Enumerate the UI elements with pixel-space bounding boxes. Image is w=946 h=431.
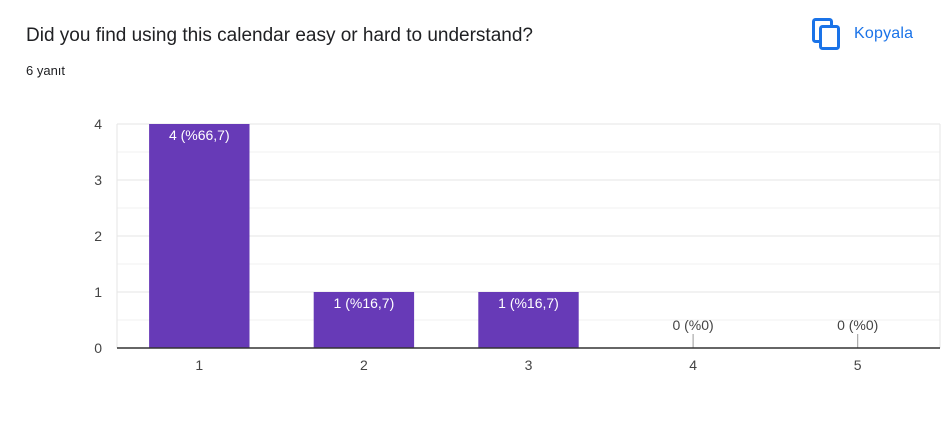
question-title: Did you find using this calendar easy or… — [26, 25, 533, 46]
x-tick-label: 4 — [689, 357, 697, 373]
y-tick-label: 0 — [94, 340, 102, 356]
y-tick-label: 3 — [94, 172, 102, 188]
y-tick-label: 4 — [94, 116, 102, 132]
bar — [478, 292, 579, 348]
copy-icon — [812, 18, 840, 50]
x-tick-label: 3 — [525, 357, 533, 373]
data-label: 1 (%16,7) — [498, 295, 559, 311]
x-tick-label: 1 — [195, 357, 203, 373]
response-count: 6 yanıt — [26, 63, 66, 78]
copy-button[interactable]: Kopyala — [812, 16, 913, 52]
x-tick-label: 5 — [854, 357, 862, 373]
x-tick-label: 2 — [360, 357, 368, 373]
data-label: 1 (%16,7) — [334, 295, 395, 311]
copy-label: Kopyala — [854, 25, 914, 42]
y-tick-label: 2 — [94, 228, 102, 244]
data-label: 0 (%0) — [837, 317, 878, 333]
data-label: 0 (%0) — [672, 317, 713, 333]
data-label: 4 (%66,7) — [169, 127, 230, 143]
bar-chart: 0 1 2 3 4 4 (%66,7) 1 (%16,7) 1 (%16,7) 0 (%0) 0 … — [94, 116, 941, 373]
bar — [313, 292, 415, 348]
bar — [149, 124, 250, 348]
y-tick-label: 1 — [94, 284, 102, 300]
chart-area: 0 1 2 3 4 4 (%66,7) 1 (%16,7) 1 (%16,7) 0 (%0) 0 … — [0, 100, 946, 390]
